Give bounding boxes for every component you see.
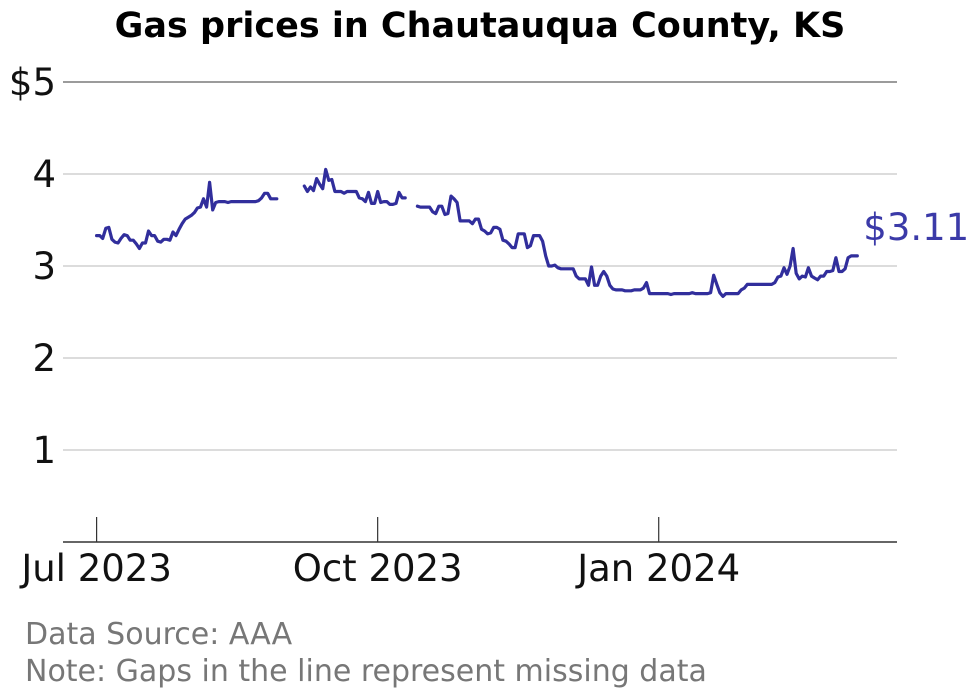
y-tick-label: $5 [9,61,56,104]
y-tick-label: 2 [32,337,56,380]
chart-title: Gas prices in Chautauqua County, KS [115,6,846,46]
gaps-note: Note: Gaps in the line represent missing… [25,654,707,689]
y-tick-label: 4 [32,153,56,196]
y-tick-label: 3 [32,245,56,288]
x-tick-label: Jan 2024 [575,547,740,590]
x-tick-label: Jul 2023 [19,547,172,590]
end-value-label: $3.11 [863,206,969,249]
price-line-segment [95,180,279,251]
x-tick-label: Oct 2023 [293,547,463,590]
gridlines [63,81,897,451]
y-tick-label: 1 [32,429,56,472]
data-source-note: Data Source: AAA [25,617,293,652]
price-series [95,167,859,298]
gas-price-chart: Gas prices in Chautauqua County, KS 1 2 3 4… [9,6,969,590]
price-line-segment [415,194,859,298]
price-line-segment [302,167,407,206]
x-axis-ticks: Jul 2023 Oct 2023 Jan 2024 [19,517,740,590]
y-axis-ticks: 1 2 3 4 $5 [9,61,56,472]
